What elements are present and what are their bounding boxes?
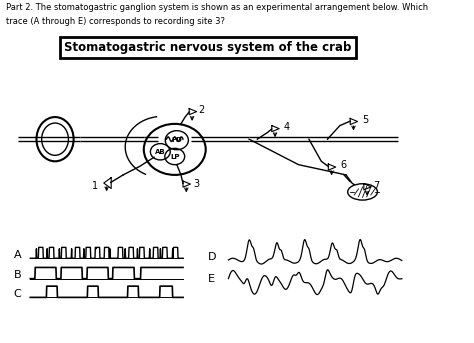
Ellipse shape <box>348 184 377 200</box>
Text: D: D <box>208 251 216 262</box>
Text: 2: 2 <box>199 105 205 115</box>
Text: 3: 3 <box>194 179 200 189</box>
Text: 1: 1 <box>92 181 98 191</box>
Text: Part 2. The stomatogastric ganglion system is shown as an experimental arrangeme: Part 2. The stomatogastric ganglion syst… <box>6 3 428 12</box>
Text: 6: 6 <box>341 161 347 170</box>
Text: 4: 4 <box>283 122 290 132</box>
Text: trace (A through E) corresponds to recording site 3?: trace (A through E) corresponds to recor… <box>6 17 225 26</box>
Text: E: E <box>208 274 215 284</box>
Text: C: C <box>14 289 21 299</box>
Text: A: A <box>14 250 21 260</box>
Text: 7: 7 <box>373 181 379 191</box>
Text: 5: 5 <box>362 115 368 125</box>
Text: B: B <box>14 270 21 280</box>
Text: AB: AB <box>155 149 165 155</box>
Text: PD: PD <box>172 137 182 143</box>
Text: Stomatogastric nervous system of the crab: Stomatogastric nervous system of the cra… <box>64 41 351 54</box>
Text: LP: LP <box>170 154 180 159</box>
